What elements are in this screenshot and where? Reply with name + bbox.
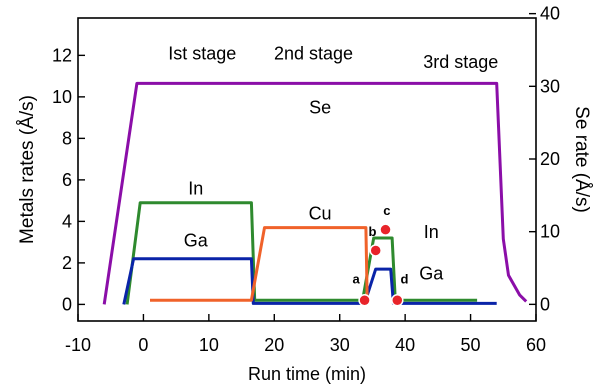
y2-tick-label: 40	[540, 4, 560, 24]
stage3-label-ga: Ga	[419, 263, 444, 283]
y-axis-label: Metals rates (Å/s)	[17, 95, 38, 244]
y-tick-label: 0	[62, 294, 72, 314]
series-line-cu	[150, 226, 369, 302]
y2-tick-label: 10	[540, 222, 560, 242]
series-label-cu: Cu	[309, 203, 332, 223]
x-tick-label: 60	[526, 335, 546, 355]
marker-label-b: b	[368, 224, 376, 239]
plot-frame	[77, 17, 537, 322]
y-tick-label: 8	[62, 128, 72, 148]
marker-point-d	[391, 293, 404, 307]
x-tick-label: 10	[199, 335, 219, 355]
series-line-in	[125, 201, 478, 305]
y-tick-label: 10	[52, 87, 72, 107]
y-tick-label: 2	[62, 253, 72, 273]
series-label-ga: Ga	[184, 230, 209, 250]
stage-label-3: 3rd stage	[423, 52, 498, 72]
series-label-in: In	[188, 178, 203, 198]
y-tick-label: 4	[62, 211, 72, 231]
x-axis-label: Run time (min)	[248, 364, 366, 384]
series-label-se: Se	[309, 97, 331, 117]
y2-axis-label: Se rate (Å/s)	[571, 106, 592, 213]
y2-tick-label: 20	[540, 149, 560, 169]
y-tick-label: 6	[62, 170, 72, 190]
marker-point-a	[358, 293, 371, 307]
y2-tick-label: 0	[540, 294, 550, 314]
x-tick-label: 50	[461, 335, 481, 355]
series-line-se	[102, 81, 528, 305]
x-tick-label: -10	[65, 335, 91, 355]
stage3-label-in: In	[424, 222, 439, 242]
marker-label-a: a	[352, 272, 360, 287]
x-tick-label: 30	[330, 335, 350, 355]
y-tick-label: 12	[52, 45, 72, 65]
y2-tick-label: 30	[540, 76, 560, 96]
marker-point-c	[379, 223, 392, 236]
x-tick-label: 20	[264, 335, 284, 355]
stage-label-2: 2nd stage	[274, 44, 353, 64]
marker-point-b	[369, 244, 382, 257]
stage-label-1: Ist stage	[168, 44, 236, 64]
marker-label-c: c	[383, 203, 390, 218]
x-tick-label: 0	[138, 335, 148, 355]
marker-label-d: d	[401, 272, 409, 287]
x-tick-label: 40	[395, 335, 415, 355]
